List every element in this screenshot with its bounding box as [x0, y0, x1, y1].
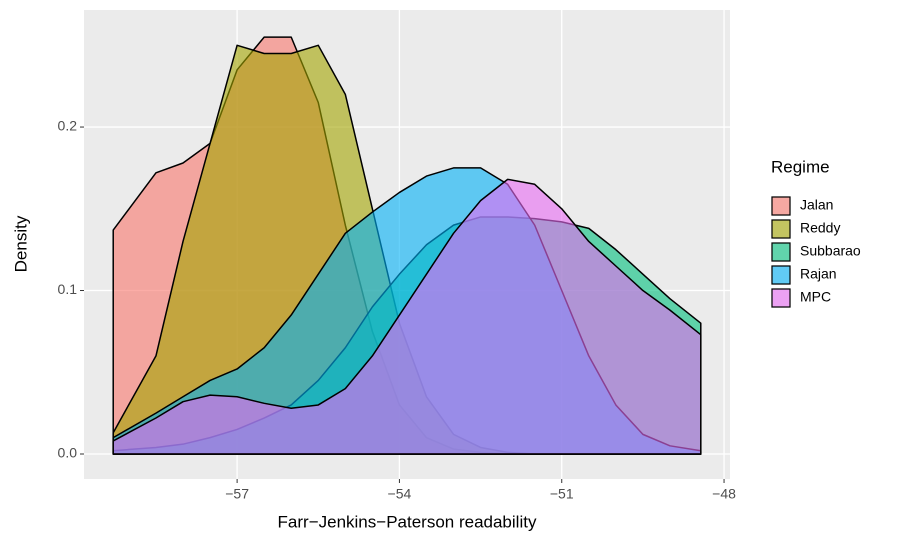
y-tick-label: 0.2 — [58, 118, 78, 134]
y-tick-label: 0.1 — [58, 281, 78, 297]
y-axis-title: Density — [11, 215, 30, 272]
legend-swatch — [771, 219, 791, 239]
legend-label: MPC — [800, 289, 831, 305]
x-tick-label: −48 — [712, 486, 736, 502]
legend-label: Reddy — [800, 220, 840, 236]
legend-label: Subbarao — [800, 243, 861, 259]
legend-title: Regime — [771, 157, 830, 176]
density-area — [112, 178, 702, 455]
legend-label: Jalan — [800, 197, 833, 213]
x-tick-label: −51 — [550, 486, 574, 502]
legend-swatch — [771, 265, 791, 285]
legend-label: Rajan — [800, 266, 837, 282]
x-axis-title: Farr−Jenkins−Paterson readability — [278, 512, 537, 531]
x-tick-label: −57 — [225, 486, 249, 502]
legend-swatch — [771, 288, 791, 308]
legend-swatch — [771, 196, 791, 216]
y-tick-label: 0.0 — [58, 445, 78, 461]
legend-swatch — [771, 242, 791, 262]
x-tick-label: −54 — [388, 486, 412, 502]
